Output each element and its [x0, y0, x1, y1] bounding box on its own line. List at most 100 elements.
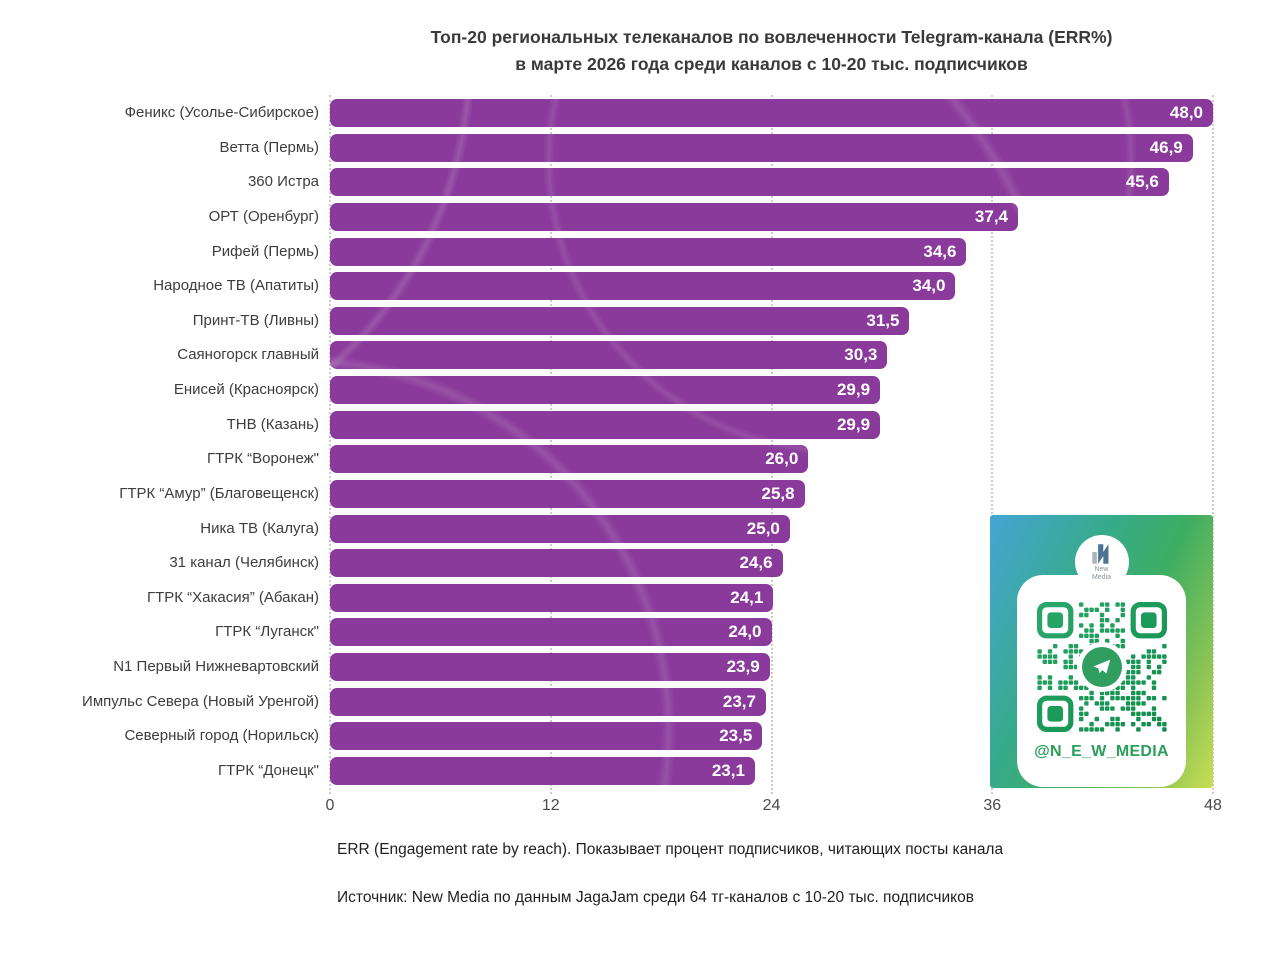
category-label: Феникс (Усолье-Сибирское) — [124, 104, 319, 121]
bar-value-label: 23,9 — [726, 657, 760, 676]
bar-row: Ветта (Пермь) 46,9 — [219, 133, 1213, 162]
bar: 29,9 — [330, 376, 881, 404]
category-label: ГТРК “Донецк" — [218, 761, 319, 779]
category-label: N1 Первый Нижневартовский — [113, 658, 319, 675]
bar-value-label: 24,6 — [739, 553, 773, 573]
category-label: ГТРК “Амур” (Благовещенск) — [119, 484, 319, 502]
bar-value-label: 34,6 — [923, 241, 957, 261]
category-label: Народное ТВ (Апатиты) — [153, 277, 319, 295]
bar-row: Рифей (Пермь) 34,6 — [212, 237, 1213, 266]
bar: 24,0 — [330, 618, 772, 647]
bar: 31,5 — [330, 306, 910, 335]
category-label: ГТРК “Хакасия” (Абакан) — [146, 588, 319, 606]
chart-title-line1: Топ-20 региональных телеканалов по вовле… — [430, 27, 1113, 47]
bar-row: Саяногорск главный 30,3 — [177, 341, 1213, 370]
category-label: Саяногорск главный — [177, 346, 319, 364]
bar: 23,9 — [330, 653, 770, 681]
bar-row: ГТРК “Воронеж" 26,0 — [207, 445, 1213, 474]
chart-title-line2: в марте 2026 года среди каналов с 10-20 … — [515, 54, 1028, 75]
telegram-icon — [1081, 647, 1122, 687]
telegram-handle: @N_E_W_MEDIA — [1034, 743, 1169, 760]
bar: 46,9 — [330, 133, 1193, 162]
bar-value-label: 23,7 — [722, 691, 756, 711]
qr-card: @N_E_W_MEDIA — [1017, 575, 1186, 787]
bar: 37,4 — [330, 202, 1018, 231]
bar-row: Принт-ТВ (Ливны) 31,5 — [193, 306, 1213, 335]
bar-row: Народное ТВ (Апатиты) 34,0 — [153, 272, 1213, 301]
newmedia-logo-icon — [1091, 544, 1108, 564]
bar-row: 31 канал (Челябинск) 24,6 — [169, 549, 1213, 578]
bar-value-label: 31,5 — [866, 310, 900, 330]
x-tick-label: 12 — [541, 797, 560, 814]
category-label: Импульс Севера (Новый Уренгой) — [82, 692, 319, 710]
category-label: 360 Истра — [247, 173, 319, 191]
category-label: ГТРК “Воронеж" — [206, 450, 319, 468]
category-label: ТНВ (Казань) — [226, 415, 319, 433]
bar-value-label: 37,4 — [974, 206, 1008, 226]
category-label: Рифей (Пермь) — [211, 242, 319, 260]
category-label: ГТРК “Луганск" — [215, 623, 319, 641]
bar: 48,0 — [330, 99, 1213, 127]
bar: 24,6 — [330, 549, 783, 578]
x-tick-label: 36 — [983, 797, 1002, 814]
bar: 23,7 — [330, 687, 766, 716]
bar-row: Феникс (Усолье-Сибирское) 48,0 — [125, 99, 1213, 127]
bar-value-label: 25,8 — [761, 483, 795, 503]
bar: 34,0 — [330, 272, 956, 301]
bars-layer: Феникс (Усолье-Сибирское) 48,0 Ветта (Перм… — [82, 99, 1213, 785]
bar-row: ГТРК “Амур” (Благовещенск) 25,8 — [119, 479, 1213, 508]
bar: 24,1 — [330, 583, 774, 612]
bar-value-label: 29,9 — [836, 380, 871, 399]
source-note: Источник: New Media по данным JagaJam ср… — [337, 889, 974, 906]
qr-badge: New Media @N_E_W_MEDIA — [990, 515, 1213, 788]
bar: 34,6 — [330, 237, 967, 266]
bar-value-label: 29,9 — [836, 414, 871, 434]
bar: 23,1 — [330, 756, 755, 785]
gridline — [991, 95, 994, 794]
bar-row: Северный город (Норильск) 23,5 — [124, 722, 1213, 751]
bar-value-label: 30,3 — [844, 345, 878, 365]
bar-row: ГТРК “Луганск" 24,0 — [215, 618, 1213, 647]
plot-area: Феникс (Усолье-Сибирское) 48,0 Ветта (Перм… — [82, 95, 1214, 794]
bar-value-label: 25,0 — [746, 518, 780, 538]
category-label: Енисей (Красноярск) — [173, 381, 319, 398]
bar-row: N1 Первый Нижневартовский 23,9 — [113, 653, 1213, 681]
bar: 23,5 — [330, 722, 763, 751]
bar-row: ГТРК “Хакасия” (Абакан) 24,1 — [147, 583, 1213, 612]
x-tick-label: 48 — [1204, 797, 1222, 814]
gridline — [1212, 95, 1214, 794]
bar: 25,0 — [330, 514, 790, 543]
gridline — [329, 95, 331, 794]
bar-row: ТНВ (Казань) 29,9 — [227, 410, 1213, 439]
bar: 26,0 — [330, 445, 809, 474]
newmedia-logo-circle: New Media — [1074, 535, 1129, 589]
telegram-plane-icon — [1092, 659, 1110, 674]
category-label: Принт-ТВ (Ливны) — [192, 311, 319, 329]
bar: 30,3 — [330, 341, 888, 370]
x-axis: 0 12 24 36 48 — [326, 797, 1222, 817]
category-label: 31 канал (Челябинск) — [169, 554, 319, 572]
err-definition-note: ERR (Engagement rate by reach). Показыва… — [337, 841, 1004, 858]
category-label: Северный город (Норильск) — [124, 727, 319, 745]
bar-value-label: 23,1 — [711, 760, 745, 780]
bar-row: Импульс Севера (Новый Уренгой) 23,7 — [82, 687, 1213, 716]
gridline — [770, 95, 773, 794]
x-tick-label: 24 — [762, 797, 781, 814]
bar-row: ГТРК “Донецк" 23,1 — [218, 756, 1213, 785]
bar-value-label: 45,6 — [1125, 172, 1159, 192]
newmedia-logo-text: New Media — [1091, 565, 1112, 581]
bar-value-label: 24,1 — [730, 587, 764, 607]
bar-value-label: 48,0 — [1169, 103, 1203, 122]
qr-code-svg — [1036, 601, 1167, 732]
bar: 25,8 — [330, 479, 805, 508]
category-label: ОРТ (Оренбург) — [208, 207, 319, 225]
bar-row: Ника ТВ (Калуга) 25,0 — [200, 514, 1213, 543]
bar-value-label: 34,0 — [912, 276, 946, 296]
bar-row: ОРТ (Оренбург) 37,4 — [209, 202, 1213, 231]
x-tick-label: 0 — [325, 797, 335, 814]
bar-value-label: 23,5 — [719, 726, 753, 746]
bar: 45,6 — [330, 168, 1169, 197]
bar-row: Енисей (Красноярск) 29,9 — [174, 376, 1213, 404]
category-label: Ветта (Пермь) — [219, 138, 319, 156]
